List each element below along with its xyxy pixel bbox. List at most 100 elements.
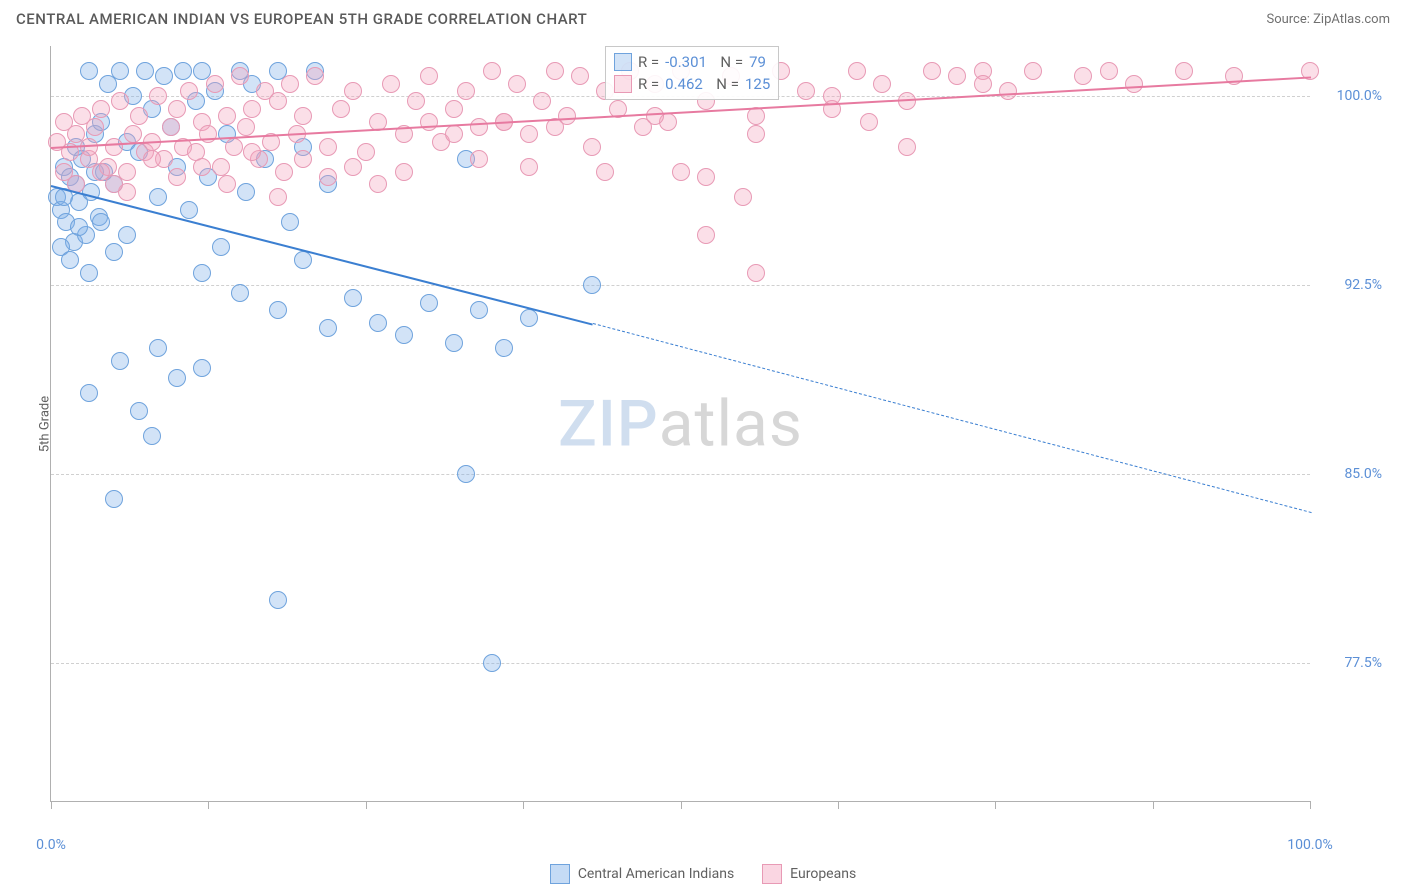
scatter-point-eur [332, 100, 350, 118]
y-tick-label: 85.0% [1318, 466, 1382, 482]
scatter-point-cai [193, 359, 211, 377]
scatter-point-eur [294, 150, 312, 168]
scatter-point-eur [294, 107, 312, 125]
gridline [51, 663, 1310, 664]
scatter-point-eur [898, 138, 916, 156]
scatter-point-eur [483, 62, 501, 80]
stats-swatch [614, 75, 632, 93]
scatter-point-eur [344, 82, 362, 100]
scatter-point-eur [55, 163, 73, 181]
stats-row-eur: R = 0.462 N = 125 [614, 73, 770, 95]
x-tick-label: 100.0% [1287, 837, 1332, 853]
stats-r-value: -0.301 [665, 51, 707, 73]
scatter-point-eur [407, 92, 425, 110]
y-axis-label: 5th Grade [38, 395, 53, 451]
legend-swatch [762, 864, 782, 884]
y-tick-label: 92.5% [1318, 277, 1382, 293]
scatter-point-eur [243, 143, 261, 161]
scatter-point-cai [212, 238, 230, 256]
trend-line-cai [51, 185, 593, 326]
stats-r-label: R = [638, 73, 659, 95]
scatter-point-cai [193, 264, 211, 282]
scatter-point-cai [130, 402, 148, 420]
scatter-point-eur [206, 75, 224, 93]
scatter-point-cai [269, 301, 287, 319]
scatter-point-eur [143, 150, 161, 168]
x-tick [1310, 801, 1311, 809]
scatter-point-eur [369, 175, 387, 193]
x-tick-label: 0.0% [36, 837, 66, 853]
scatter-point-eur [319, 138, 337, 156]
scatter-point-cai [344, 289, 362, 307]
scatter-point-eur [734, 188, 752, 206]
source-link[interactable]: ZipAtlas.com [1313, 12, 1390, 27]
scatter-point-eur [546, 62, 564, 80]
scatter-point-cai [470, 301, 488, 319]
scatter-point-eur [520, 125, 538, 143]
scatter-point-eur [168, 168, 186, 186]
scatter-point-cai [149, 188, 167, 206]
scatter-point-eur [520, 158, 538, 176]
scatter-point-cai [269, 591, 287, 609]
scatter-point-eur [596, 163, 614, 181]
scatter-point-cai [168, 369, 186, 387]
scatter-point-eur [923, 62, 941, 80]
scatter-point-eur [344, 158, 362, 176]
scatter-point-eur [747, 264, 765, 282]
scatter-point-eur [1024, 62, 1042, 80]
stats-n-label: N = [713, 51, 743, 73]
scatter-point-eur [218, 175, 236, 193]
scatter-point-eur [999, 82, 1017, 100]
scatter-point-cai [118, 226, 136, 244]
scatter-point-cai [105, 243, 123, 261]
scatter-point-eur [1125, 75, 1143, 93]
scatter-point-eur [948, 67, 966, 85]
scatter-point-cai [149, 339, 167, 357]
scatter-point-eur [162, 118, 180, 136]
scatter-point-eur [193, 158, 211, 176]
scatter-point-cai [395, 326, 413, 344]
scatter-point-eur [533, 92, 551, 110]
plot-area: 5th Grade ZIPatlas 77.5%85.0%92.5%100.0%… [50, 46, 1310, 802]
scatter-point-cai [369, 314, 387, 332]
source-label: Source: ZipAtlas.com [1266, 12, 1390, 27]
scatter-point-cai [294, 251, 312, 269]
legend-label: Europeans [790, 866, 856, 882]
chart-header: CENTRAL AMERICAN INDIAN VS EUROPEAN 5TH … [0, 0, 1406, 34]
scatter-point-eur [797, 82, 815, 100]
scatter-point-cai [80, 264, 98, 282]
scatter-point-eur [395, 163, 413, 181]
scatter-point-eur [445, 100, 463, 118]
scatter-point-cai [445, 334, 463, 352]
scatter-point-eur [697, 226, 715, 244]
stats-swatch [614, 53, 632, 71]
scatter-point-eur [269, 188, 287, 206]
scatter-point-eur [697, 168, 715, 186]
scatter-point-cai [231, 284, 249, 302]
scatter-point-eur [130, 107, 148, 125]
scatter-point-eur [470, 118, 488, 136]
scatter-point-eur [583, 138, 601, 156]
scatter-point-eur [269, 92, 287, 110]
stats-r-value: 0.462 [665, 73, 703, 95]
scatter-point-cai [136, 62, 154, 80]
scatter-point-eur [420, 67, 438, 85]
stats-n-label: N = [709, 73, 739, 95]
scatter-point-eur [457, 82, 475, 100]
scatter-point-cai [111, 352, 129, 370]
legend-item: Europeans [762, 864, 856, 884]
x-tick [523, 801, 524, 809]
x-tick [995, 801, 996, 809]
scatter-point-eur [1175, 62, 1193, 80]
scatter-point-eur [470, 150, 488, 168]
watermark-zip: ZIP [558, 386, 659, 461]
scatter-point-eur [275, 163, 293, 181]
legend-label: Central American Indians [578, 866, 734, 882]
stats-r-label: R = [638, 51, 659, 73]
scatter-point-eur [243, 100, 261, 118]
scatter-point-eur [571, 67, 589, 85]
scatter-point-cai [319, 319, 337, 337]
x-tick [1153, 801, 1154, 809]
scatter-point-cai [237, 183, 255, 201]
scatter-point-cai [80, 384, 98, 402]
